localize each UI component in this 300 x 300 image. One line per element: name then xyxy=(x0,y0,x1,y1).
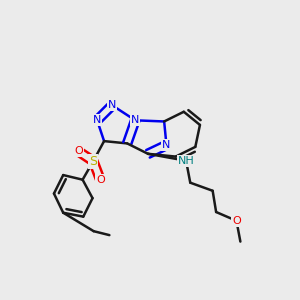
Text: N: N xyxy=(93,115,101,125)
Text: O: O xyxy=(232,216,241,226)
Text: N: N xyxy=(162,140,171,150)
Text: S: S xyxy=(89,155,97,168)
Text: N: N xyxy=(108,100,116,110)
Text: O: O xyxy=(74,146,83,157)
Text: NH: NH xyxy=(178,156,194,166)
Text: N: N xyxy=(131,115,140,125)
Text: O: O xyxy=(96,176,105,185)
